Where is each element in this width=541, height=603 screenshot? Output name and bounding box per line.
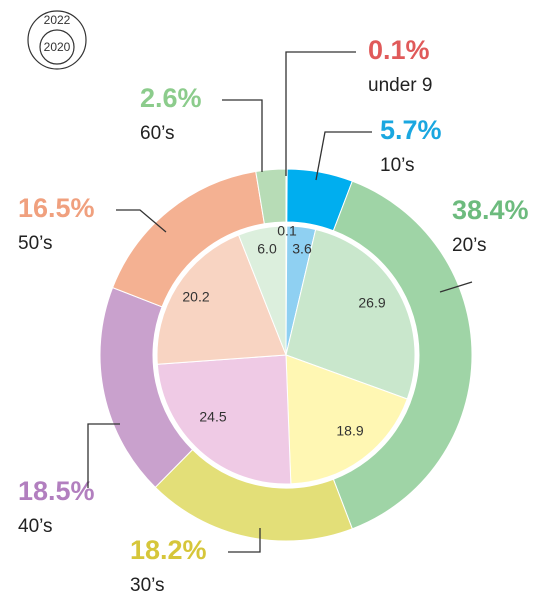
- slice: [156, 354, 292, 485]
- inner-value-label: 0.1: [277, 223, 297, 239]
- slice: [332, 180, 473, 530]
- value-label: 38.4%: [452, 195, 529, 225]
- legend-label: 2020: [44, 40, 71, 54]
- leader-line: [439, 281, 473, 293]
- category-label: 50’s: [18, 233, 53, 254]
- slice: [285, 354, 408, 485]
- category-label: 40’s: [18, 516, 53, 537]
- leaders: [87, 51, 473, 553]
- value-label: 16.5%: [18, 193, 95, 223]
- leader-line: [285, 51, 356, 176]
- category-label: 10’s: [380, 155, 415, 176]
- inner-value-label: 24.5: [199, 409, 226, 425]
- leader-line: [228, 528, 261, 553]
- legend-inner: [39, 29, 75, 65]
- category-label: 20’s: [452, 235, 487, 256]
- leader-line: [222, 99, 263, 172]
- inner-value-label: 3.6: [292, 241, 312, 257]
- legend-outer: [27, 10, 87, 70]
- leader-line: [315, 131, 372, 181]
- category-label: 30’s: [130, 575, 165, 596]
- value-label: 5.7%: [380, 115, 442, 145]
- category-label: under 9: [368, 75, 432, 96]
- leader-line: [116, 209, 167, 233]
- category-label: 60’s: [140, 123, 175, 144]
- slice: [285, 228, 416, 400]
- legend-label: 2022: [44, 13, 71, 27]
- value-label: 18.5%: [18, 476, 95, 506]
- inner-value-label: 26.9: [358, 295, 385, 311]
- slice: [255, 168, 287, 225]
- leader-line: [87, 423, 120, 488]
- inner-value-label: 20.2: [182, 289, 209, 305]
- slice: [237, 225, 287, 356]
- slice: [156, 234, 287, 365]
- value-label: 2.6%: [140, 83, 202, 113]
- value-label: 0.1%: [368, 35, 430, 65]
- inner-value-label: 18.9: [336, 423, 363, 439]
- value-label: 18.2%: [130, 535, 207, 565]
- inner-value-label: 6.0: [257, 241, 277, 257]
